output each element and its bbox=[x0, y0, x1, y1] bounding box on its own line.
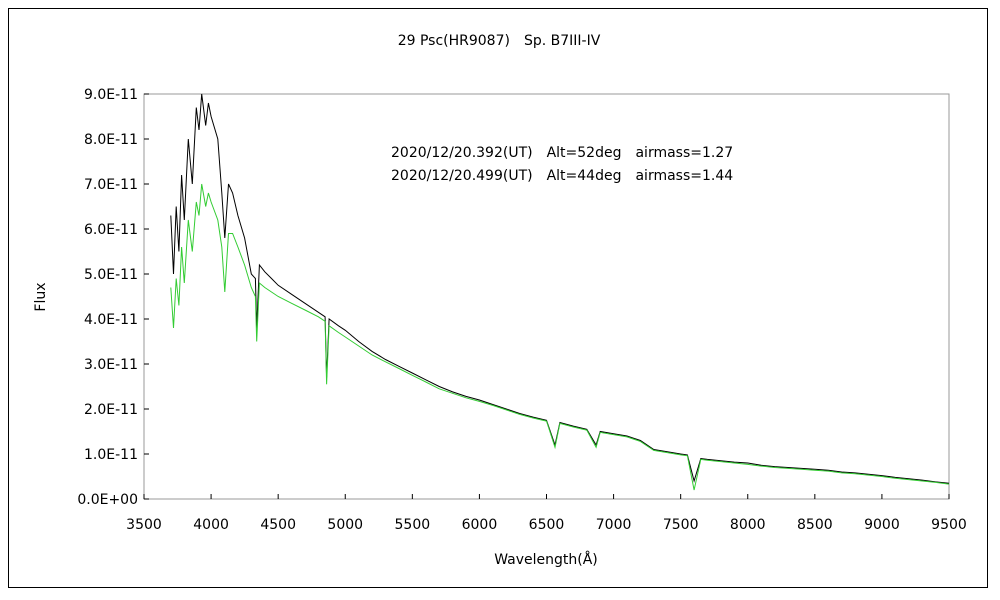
y-tick-label: 3.0E-11 bbox=[84, 357, 138, 373]
y-tick-label: 0.0E+00 bbox=[77, 492, 138, 508]
x-tick-label: 4000 bbox=[193, 517, 229, 533]
chart-svg: 29 Psc(HR9087) Sp. B7III-IV 0.0E+00 1.0E-… bbox=[33, 33, 967, 568]
x-axis-label: Wavelength(Å) bbox=[494, 551, 598, 568]
y-tick-label: 9.0E-11 bbox=[84, 87, 138, 103]
y-tick-label: 7.0E-11 bbox=[84, 177, 138, 193]
x-tick-label: 5000 bbox=[327, 517, 363, 533]
x-tick-label: 9000 bbox=[864, 517, 900, 533]
x-tick-label: 4500 bbox=[260, 517, 296, 533]
y-axis-label: Flux bbox=[33, 282, 49, 311]
y-tick-label: 6.0E-11 bbox=[84, 222, 138, 238]
series-line-2 bbox=[170, 183, 950, 491]
x-tick-label: 6000 bbox=[462, 517, 498, 533]
x-tick-label: 9500 bbox=[931, 517, 967, 533]
series-layer bbox=[170, 93, 950, 491]
x-tick-label: 7000 bbox=[596, 517, 632, 533]
x-axis-ticks: 3500 4000 4500 5000 5500 6000 6500 7000 7500 8000… bbox=[126, 494, 967, 533]
y-axis-ticks: 0.0E+00 1.0E-11 2.0E-11 3.0E-11 4.0E-11 5.0E-… bbox=[77, 87, 149, 508]
y-tick-label: 2.0E-11 bbox=[84, 402, 138, 418]
legend-entry-2: 2020/12/20.499(UT) Alt=44deg airmass=1.4… bbox=[391, 168, 733, 184]
y-tick-label: 8.0E-11 bbox=[84, 132, 138, 148]
x-tick-label: 3500 bbox=[126, 517, 162, 533]
y-tick-label: 4.0E-11 bbox=[84, 312, 138, 328]
chart-title: 29 Psc(HR9087) Sp. B7III-IV bbox=[398, 33, 601, 49]
series-line-1 bbox=[170, 93, 950, 484]
x-tick-label: 6500 bbox=[529, 517, 565, 533]
y-tick-label: 5.0E-11 bbox=[84, 267, 138, 283]
x-tick-label: 7500 bbox=[663, 517, 699, 533]
legend-entry-1: 2020/12/20.392(UT) Alt=52deg airmass=1.2… bbox=[391, 145, 733, 161]
chart-frame: 29 Psc(HR9087) Sp. B7III-IV 0.0E+00 1.0E-… bbox=[8, 8, 988, 588]
x-tick-label: 5500 bbox=[395, 517, 431, 533]
y-tick-label: 1.0E-11 bbox=[84, 447, 138, 463]
x-tick-label: 8500 bbox=[797, 517, 833, 533]
x-tick-label: 8000 bbox=[730, 517, 766, 533]
